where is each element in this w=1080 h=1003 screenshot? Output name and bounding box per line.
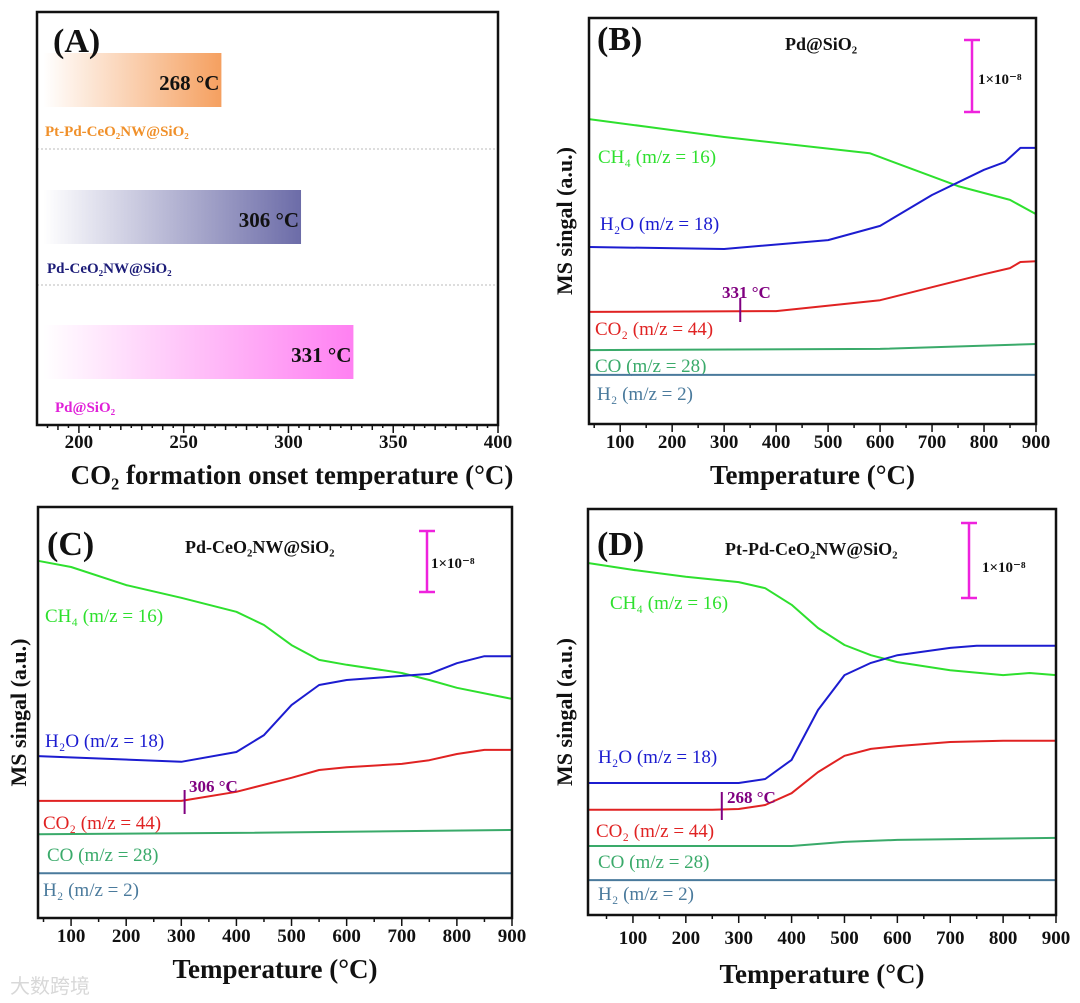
series-label: CO (m/z = 28): [598, 852, 710, 873]
x-tick-label: 800: [970, 432, 999, 453]
series-line: [38, 748, 512, 802]
x-tick-label: 600: [866, 432, 895, 453]
x-tick-label: 250: [169, 432, 198, 453]
panel-title: (C): [47, 526, 94, 563]
panel-a: 268 °C Pt-Pd-CeO₂NW@SiO₂ 306 °C Pd-CeO₂NW@S…: [35, 10, 514, 490]
sample-name: Pd@SiO₂: [785, 34, 857, 54]
panel-b: CH₄ (m/z = 16) H₂O (m/z = 18) CO₂ (m/z = 4…: [552, 16, 1051, 490]
series-label: H₂ (m/z = 2): [43, 880, 139, 901]
panel-d: CH₄ (m/z = 16) H₂O (m/z = 18) CO₂ (m/z = 4…: [552, 507, 1071, 989]
x-tick-label: 900: [1042, 928, 1071, 949]
series-label: CO₂ (m/z = 44): [43, 813, 161, 834]
x-tick-label: 200: [672, 928, 701, 949]
x-tick-label: 200: [65, 432, 94, 453]
x-tick-label: 600: [332, 926, 361, 947]
bar: [43, 53, 222, 107]
x-tick-label: 400: [762, 432, 791, 453]
x-tick-label: 100: [619, 928, 648, 949]
x-tick-label: 100: [57, 926, 86, 947]
series-label: CO (m/z = 28): [595, 356, 707, 377]
series-label: CH₄ (m/z = 16): [598, 147, 716, 168]
series-label: CH₄ (m/z = 16): [45, 606, 163, 627]
category-label: Pt-Pd-CeO₂NW@SiO₂: [45, 124, 189, 140]
x-tick-label: 350: [379, 432, 408, 453]
watermark: 大数跨境: [10, 974, 90, 998]
x-tick-label: 700: [388, 926, 417, 947]
series-label: CO (m/z = 28): [47, 845, 159, 866]
category-label: Pd@SiO₂: [55, 400, 116, 416]
series-label: H₂O (m/z = 18): [598, 747, 717, 768]
x-tick-label: 500: [814, 432, 843, 453]
x-tick-label: 500: [277, 926, 306, 947]
series-line: [588, 260, 1037, 313]
x-tick-label: 500: [830, 928, 859, 949]
x-axis-title: Temperature (°C): [710, 460, 915, 490]
series-label: H₂O (m/z = 18): [45, 731, 164, 752]
bar-value-label: 268 °C: [159, 71, 219, 95]
x-axis-title: Temperature (°C): [719, 959, 924, 989]
y-axis-title: MS singal (a.u.): [6, 639, 31, 787]
series-line: [587, 562, 1057, 677]
x-tick-label: 900: [498, 926, 527, 947]
series-line: [37, 829, 513, 836]
bar-value-label: 306 °C: [239, 208, 299, 232]
x-tick-label: 800: [989, 928, 1018, 949]
x-tick-label: 400: [222, 926, 251, 947]
series-line: [588, 343, 1037, 352]
panel-title: (A): [53, 23, 100, 60]
x-tick-label: 300: [724, 928, 753, 949]
sample-name: Pt-Pd-CeO₂NW@SiO₂: [725, 539, 898, 559]
series-label: H₂ (m/z = 2): [597, 384, 693, 405]
series-label: H₂O (m/z = 18): [600, 214, 719, 235]
category-label: Pd-CeO₂NW@SiO₂: [47, 261, 172, 277]
series-label: CO₂ (m/z = 44): [595, 319, 713, 340]
x-axis-title: Temperature (°C): [172, 954, 377, 984]
panel-title: (D): [597, 526, 644, 563]
series-label: H₂ (m/z = 2): [598, 884, 694, 905]
x-tick-label: 400: [484, 432, 513, 453]
sample-name: Pd-CeO₂NW@SiO₂: [185, 537, 335, 557]
x-tick-label: 300: [710, 432, 739, 453]
bar-value-label: 331 °C: [291, 343, 351, 367]
x-axis-title: CO₂ formation onset temperature (°C): [71, 460, 514, 490]
onset-label: 268 °C: [727, 788, 776, 807]
panel-title: (B): [597, 21, 642, 58]
x-tick-label: 100: [606, 432, 635, 453]
series-line: [588, 739, 1056, 811]
plot-frame: [36, 505, 514, 920]
x-tick-label: 700: [936, 928, 965, 949]
onset-label: 306 °C: [189, 777, 238, 796]
x-tick-label: 700: [918, 432, 947, 453]
series-label: CH₄ (m/z = 16): [610, 593, 728, 614]
x-tick-label: 400: [777, 928, 806, 949]
x-tick-label: 600: [883, 928, 912, 949]
x-tick-label: 900: [1022, 432, 1051, 453]
x-tick-label: 300: [167, 926, 196, 947]
scale-bar-label: 1×10⁻⁸: [431, 556, 475, 572]
series-line: [588, 146, 1036, 250]
x-tick-label: 800: [443, 926, 472, 947]
series-line: [37, 559, 513, 700]
bar: [43, 325, 354, 379]
panel-c: CH₄ (m/z = 16) H₂O (m/z = 18) CO₂ (m/z = 4…: [6, 505, 527, 984]
series-line: [37, 655, 512, 763]
series-line: [588, 118, 1037, 215]
scale-bar-label: 1×10⁻⁸: [982, 560, 1026, 576]
scale-bar-label: 1×10⁻⁸: [978, 72, 1022, 88]
plot-frame: [587, 16, 1038, 426]
series-line: [588, 644, 1056, 784]
series-label: CO₂ (m/z = 44): [596, 821, 714, 842]
y-axis-title: MS singal (a.u.): [552, 638, 577, 786]
plot-frame: [586, 507, 1058, 917]
series-line: [588, 836, 1057, 847]
x-tick-label: 300: [274, 432, 303, 453]
x-tick-label: 200: [112, 926, 141, 947]
x-tick-label: 200: [658, 432, 687, 453]
onset-label: 331 °C: [722, 283, 771, 302]
y-axis-title: MS singal (a.u.): [552, 147, 577, 295]
bar: [43, 190, 302, 244]
